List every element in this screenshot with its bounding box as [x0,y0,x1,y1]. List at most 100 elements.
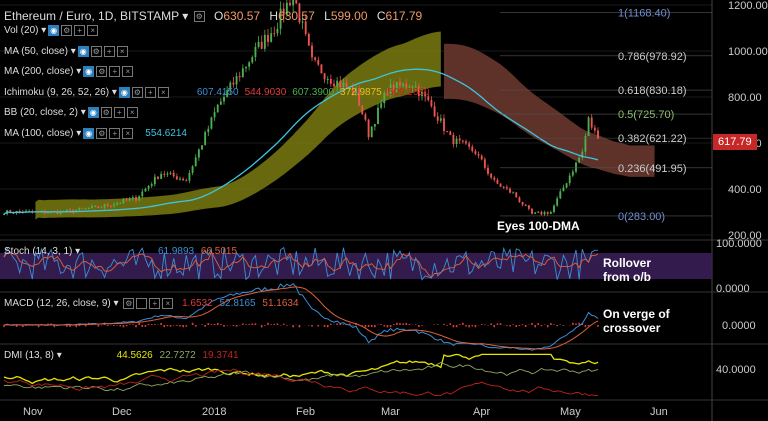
dmi-adx-value: 44.5626 [116,350,153,361]
candle-body [364,114,367,120]
candle-body [122,199,125,204]
macd-hist-bar [254,323,257,325]
macd-hist-bar [524,325,527,328]
high-label: H [269,9,279,23]
candle-body [373,124,376,127]
macd-settings-icon[interactable]: ⚙ [123,298,135,309]
settings-icon[interactable]: ⚙ [61,25,73,36]
candle-body [587,117,590,137]
add-icon[interactable]: + [109,66,121,77]
indicator-label[interactable]: MA (50, close) ▾ [4,45,76,57]
close-icon[interactable]: × [116,45,128,57]
indicator-label[interactable]: BB (20, close, 2) ▾ [4,107,86,119]
candle-body [468,143,471,147]
time-axis-label: Nov [23,406,43,418]
indicator-label[interactable]: Vol (20) ▾ [4,25,47,37]
candle-body [254,46,257,58]
macd-close-icon[interactable]: × [162,298,174,309]
price-axis-label: 400.00 [728,184,762,196]
macd-line-value: 52.8165 [219,298,256,310]
symbol-dropdown-icon[interactable]: ▾ [182,9,189,23]
settings-icon[interactable]: ⚙ [90,45,102,57]
settings-icon[interactable]: ⚙ [100,107,112,118]
close-icon[interactable]: × [122,66,134,77]
settings-icon[interactable]: ⚙ [131,86,143,98]
macd-hist-bar [597,325,599,327]
indicator-label[interactable]: Ichimoku (9, 26, 52, 26) ▾ [4,86,117,98]
macd-hist-bar [408,323,411,325]
candle-body [267,34,269,42]
candle-body [125,199,128,201]
candle-body [144,188,147,192]
candle-body [461,140,464,142]
candle-body [163,173,166,175]
candle-body [263,34,266,49]
add-icon[interactable]: + [74,25,86,36]
candle-body [329,79,332,84]
candle-body [18,211,21,213]
candle-body [179,178,181,180]
macd-hist-bar [584,325,587,328]
macd-hist-bar [260,325,263,328]
candle-body [131,197,134,199]
candle-body [433,106,436,117]
low-label: L [324,9,331,23]
add-icon[interactable]: + [109,127,121,139]
candle-body [320,64,323,74]
add-icon[interactable]: + [103,45,115,57]
macd-hist-bar [245,324,247,325]
indicator-value: 554.6214 [145,127,187,139]
add-icon[interactable]: + [113,107,125,118]
stoch-k-line [3,246,599,281]
candle-body [292,0,295,6]
close-icon[interactable]: × [157,86,169,98]
macd-hist-bar [273,323,276,325]
candle-body [474,151,477,155]
candle-body [527,205,530,209]
macd-label[interactable]: MACD (12, 26, close, 9) [4,298,111,310]
macd-hist-bar [75,325,78,328]
eye-icon[interactable]: ◉ [83,127,95,139]
macd-lock-icon[interactable] [136,298,148,309]
eye-icon[interactable]: ◉ [48,25,60,36]
macd-hist-bar [78,325,81,327]
close-icon[interactable]: × [87,25,99,36]
macd-hist-bar [392,324,395,325]
macd-hist-bar [537,323,540,325]
dmi-label[interactable]: DMI (13, 8) [4,350,55,361]
macd-hist-bar [317,325,320,327]
add-icon[interactable]: + [144,86,156,98]
dmi-minus-value: 19.3741 [202,350,239,361]
close-icon[interactable]: × [126,107,138,118]
indicator-row: Ichimoku (9, 26, 52, 26) ▾ ◉ ⚙ + × 607.4150 54… [4,86,429,98]
eye-icon[interactable]: ◉ [87,107,99,118]
candle-body [386,92,389,96]
indicator-label[interactable]: MA (200, close) ▾ [4,66,82,78]
indicator-label[interactable]: MA (100, close) ▾ [4,127,82,139]
candle-body [185,180,188,182]
candle-body [417,86,420,96]
candle-body [169,172,172,174]
candle-body [402,83,405,86]
candle-body [370,126,373,138]
settings-icon[interactable]: ⚙ [193,11,205,23]
candle-body [100,207,103,209]
close-icon[interactable]: × [122,127,134,139]
stoch-label[interactable]: Stoch (14, 3, 1) [4,246,73,257]
symbol-title[interactable]: Ethereum / Euro, 1D, BITSTAMP [4,9,179,23]
candle-body [377,107,379,125]
macd-add-icon[interactable]: + [149,298,161,309]
macd-hist-bar [587,325,590,327]
candle-body [505,187,508,189]
macd-hist-bar [25,325,27,326]
eye-icon[interactable]: ◉ [118,86,130,98]
eye-icon[interactable]: ◉ [83,66,95,77]
candle-body [333,83,335,87]
settings-icon[interactable]: ⚙ [96,127,108,139]
eye-icon[interactable]: ◉ [77,45,89,57]
settings-icon[interactable]: ⚙ [96,66,108,77]
indicator-row: MA (200, close) ▾ ◉ ⚙ + × [4,66,134,78]
chart-header: Ethereum / Euro, 1D, BITSTAMP ▾ ⚙ O630.5… [4,9,422,23]
macd-hist-bar [119,325,122,327]
